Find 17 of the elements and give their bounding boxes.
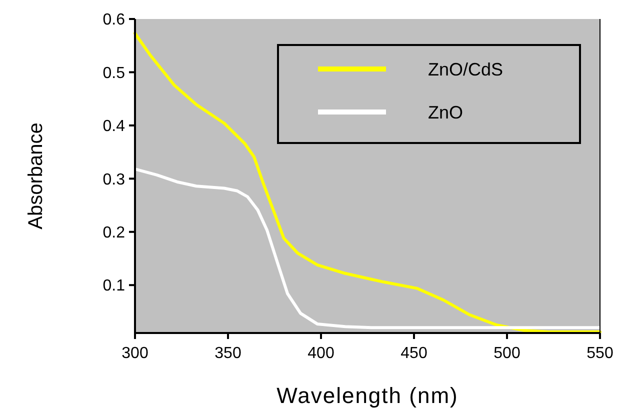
y-tick-label: 0.5 [102,64,126,82]
y-axis-title: Absorbance [25,122,47,230]
x-tick-label: 500 [494,345,520,362]
y-tick-label: 0.1 [102,278,126,295]
legend-label: ZnO/CdS [428,59,504,80]
x-axis-title: Wavelength (nm) [276,383,458,408]
y-tick-label: 0.4 [102,118,126,136]
x-tick-label: 300 [122,345,148,362]
line-series [134,168,602,330]
y-tick-label: 0.2 [102,224,126,242]
x-tick-label: 450 [400,345,428,362]
x-tick-label: 400 [308,345,334,362]
x-tick-label: 350 [214,345,242,362]
y-tick-label: 0.6 [102,12,126,29]
y-tick-label: 0.3 [102,171,126,188]
x-tick-label: 550 [586,345,614,362]
legend-label: ZnO [428,102,464,122]
